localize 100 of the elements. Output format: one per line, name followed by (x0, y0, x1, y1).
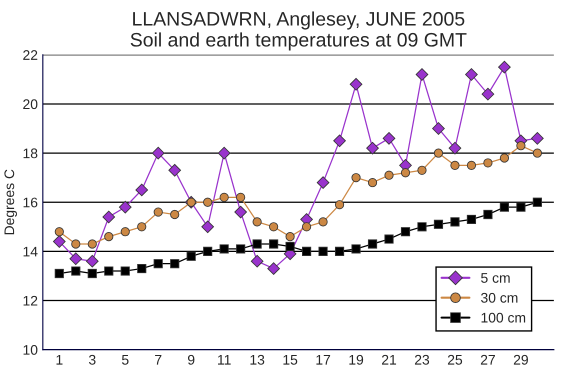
x-tick-label: 19 (349, 354, 364, 365)
point (54, 227, 64, 236)
point (53, 235, 66, 248)
point (432, 122, 445, 135)
point (448, 142, 462, 154)
point (54, 268, 64, 278)
point (71, 266, 80, 276)
point (218, 146, 230, 160)
point (104, 266, 114, 276)
point (417, 166, 427, 175)
point (302, 246, 312, 256)
point (500, 153, 509, 163)
x-tick-label: 9 (188, 354, 194, 365)
point (137, 222, 146, 232)
point (269, 222, 278, 232)
point (350, 78, 362, 91)
point (252, 217, 262, 226)
point (203, 198, 212, 207)
point (400, 168, 410, 178)
point (334, 200, 344, 210)
point (220, 192, 229, 202)
point (351, 173, 361, 182)
point (118, 200, 132, 214)
point (88, 268, 97, 278)
point (236, 192, 246, 202)
point (416, 68, 428, 81)
x-tick-label: 5 (122, 355, 129, 365)
chart-title: LLANSADWRN, Anglesey, JUNE 2005 Soil and earth temperatures at 09 GMT (130, 11, 467, 51)
point (482, 88, 494, 100)
y-tick-label: 14 (24, 246, 38, 256)
point (465, 68, 478, 81)
point (286, 242, 295, 252)
point (450, 217, 460, 226)
point (220, 244, 229, 254)
point (434, 220, 444, 229)
point (483, 210, 493, 220)
point (168, 164, 182, 177)
x-tick-label: 25 (448, 354, 462, 365)
point (152, 146, 165, 160)
x-tick-label: 11 (218, 355, 231, 365)
point (400, 227, 410, 236)
point (417, 222, 427, 232)
point (120, 227, 130, 236)
point (186, 252, 196, 261)
point (252, 239, 262, 249)
point (333, 134, 346, 148)
point (170, 259, 180, 268)
point (500, 202, 509, 212)
point (334, 246, 344, 256)
point (366, 142, 379, 154)
point (368, 178, 378, 188)
point (384, 170, 394, 180)
point (102, 210, 116, 224)
x-tick-label: 3 (88, 354, 96, 365)
y-tick-label: 20 (23, 99, 38, 110)
point (86, 254, 99, 268)
point (267, 262, 280, 275)
point (236, 244, 246, 254)
point (71, 239, 80, 249)
point (532, 198, 542, 207)
legend-label: 100 cm (482, 312, 526, 323)
legend-label: 30 cm (481, 292, 518, 303)
legend-label: 5 cm (481, 273, 510, 283)
point (516, 141, 526, 150)
point (498, 60, 511, 74)
x-tick-label: 7 (155, 355, 162, 365)
y-axis-title: Degrees C (4, 170, 17, 234)
point (69, 252, 82, 266)
point (154, 207, 163, 217)
point (368, 239, 378, 249)
point (88, 239, 97, 249)
point (120, 266, 130, 276)
point (137, 264, 146, 274)
point (250, 254, 264, 268)
point (302, 222, 312, 232)
point (516, 202, 526, 212)
x-tick-label: 23 (414, 354, 430, 365)
x-tick-label: 27 (480, 354, 495, 365)
x-tick-label: 1 (56, 355, 62, 365)
y-tick-label: 10 (24, 344, 38, 355)
x-tick-label: 21 (382, 354, 396, 365)
point (286, 232, 295, 242)
y-tick-label: 12 (24, 296, 38, 306)
point (318, 246, 328, 256)
point (382, 132, 396, 145)
y-tick-label: 22 (23, 50, 38, 60)
point (154, 259, 163, 268)
y-tick-label: 16 (24, 198, 38, 208)
point (316, 176, 330, 189)
point (351, 244, 361, 254)
point (483, 158, 493, 168)
point (234, 206, 247, 218)
point (434, 148, 444, 158)
point (269, 239, 278, 249)
point (104, 232, 114, 242)
x-tick-label: 17 (316, 355, 330, 365)
point (135, 184, 148, 196)
point (170, 210, 180, 220)
point (466, 160, 476, 170)
point (384, 234, 394, 244)
